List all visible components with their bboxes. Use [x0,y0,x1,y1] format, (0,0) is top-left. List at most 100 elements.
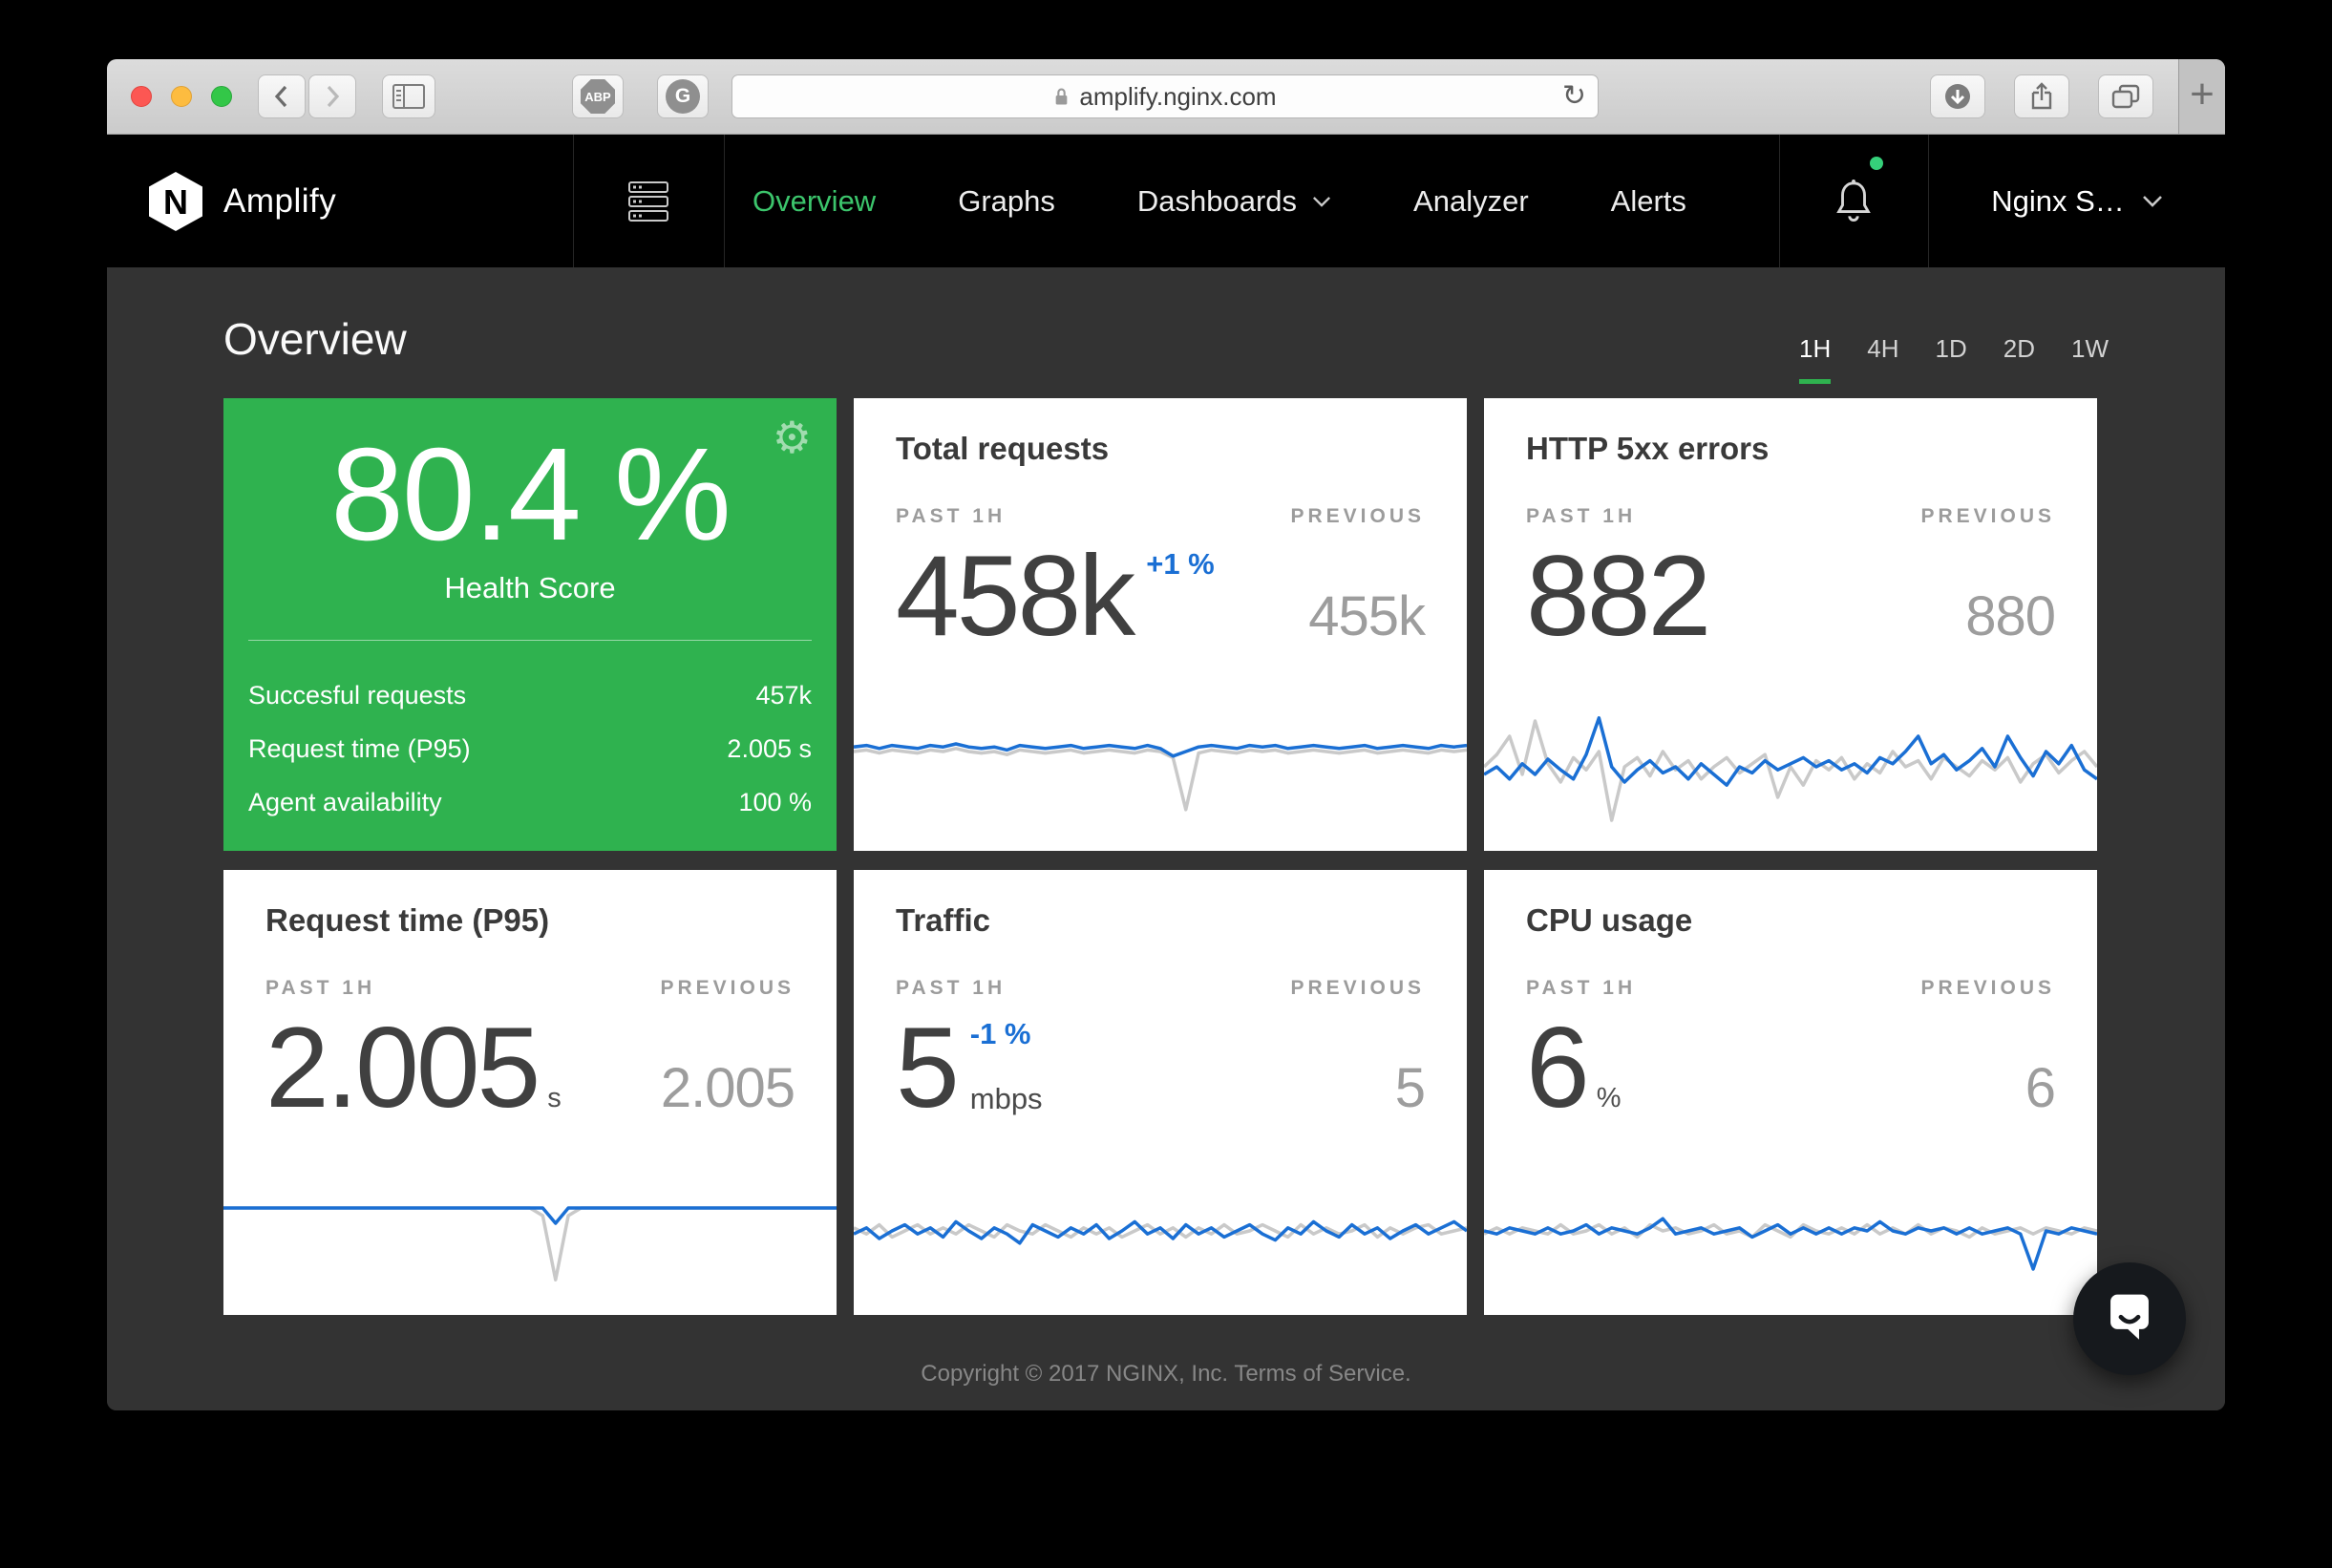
close-window-button[interactable] [131,86,152,107]
terms-of-service-link[interactable]: Terms of Service. [1234,1361,1411,1387]
content: Overview 1H 4H 1D 2D 1W ⚙ 80.4 % Health Scor… [107,267,2225,1410]
time-range-1d[interactable]: 1D [1935,334,1967,363]
total-requests-sparkline [854,690,1467,843]
nav-bar: N Amplify Overview Graphs Dashboards Analyz [107,135,2225,268]
health-score-value: 80.4 % [330,421,731,568]
brand-logo[interactable]: N Amplify [149,135,336,268]
previous-label: PREVIOUS [1920,977,2055,999]
divider [248,639,812,641]
time-range-1h[interactable]: 1H [1799,334,1832,384]
back-button[interactable] [258,74,306,118]
browser-window: ABP G amplify.nginx.com ↻ [107,59,2225,1410]
total-requests-card: Total requests PAST 1H PREVIOUS 458k +1 … [854,398,1467,851]
systems-list-button[interactable] [574,135,723,268]
notifications-button[interactable] [1780,135,1927,268]
chat-bubble-icon [2110,1294,2149,1340]
account-name: Nginx S… [1991,184,2125,218]
footer: Copyright © 2017 NGINX, Inc. Terms of Se… [107,1361,2225,1388]
chevron-down-icon [2142,196,2162,207]
chat-launcher-button[interactable] [2073,1262,2186,1375]
unit-label: % [1596,1083,1622,1114]
brand-name: Amplify [223,182,337,220]
tabs-icon [2111,84,2140,109]
health-metric-value: 100 % [738,787,812,816]
health-metric-label: Succesful requests [248,680,467,710]
chevron-down-icon [1313,196,1331,207]
health-score-card: ⚙ 80.4 % Health Score Succesful requests… [223,398,837,851]
past-label: PAST 1H [1526,505,1637,527]
request-time-sparkline [223,1155,837,1307]
ghostery-extension-button[interactable]: G [657,74,709,118]
chevron-right-icon [327,85,340,108]
card-title: CPU usage [1526,902,1693,938]
nav-item-overview[interactable]: Overview [753,184,877,218]
previous-value: 2.005 [660,1057,795,1119]
browser-toolbar: ABP G amplify.nginx.com ↻ [107,59,2225,135]
chevron-left-icon [274,85,287,108]
page-header: Overview 1H 4H 1D 2D 1W [223,267,2109,398]
minimize-window-button[interactable] [171,86,192,107]
http-5xx-sparkline [1484,690,2097,843]
lock-icon [1056,88,1068,105]
address-bar[interactable]: amplify.nginx.com ↻ [731,74,1599,118]
health-score-rows: Succesful requests 457k Request time (P95)… [248,681,812,817]
adblock-extension-button[interactable]: ABP [572,74,624,118]
share-button[interactable] [2014,74,2069,118]
svg-text:N: N [163,182,188,222]
cpu-usage-card: CPU usage PAST 1H PREVIOUS 6 % 6 [1484,870,2097,1315]
cpu-usage-sparkline [1484,1155,2097,1307]
traffic-card: Traffic PAST 1H PREVIOUS 5 -1 % mbps [854,870,1467,1315]
past-label: PAST 1H [1526,977,1637,999]
nav-divider [724,135,725,268]
nav-menu: Overview Graphs Dashboards Analyzer Alerts [753,135,1686,268]
nav-item-dashboards[interactable]: Dashboards [1137,184,1331,219]
new-tab-button[interactable]: + [2178,59,2225,134]
request-time-card: Request time (P95) PAST 1H PREVIOUS 2.00… [223,870,837,1315]
card-title: Request time (P95) [265,902,550,938]
card-title: HTTP 5xx errors [1526,431,1770,466]
nav-item-alerts[interactable]: Alerts [1610,184,1686,218]
share-icon [2031,82,2052,110]
health-metric-row: Agent availability 100 % [248,788,812,817]
zoom-window-button[interactable] [211,86,232,107]
tab-overview-button[interactable] [2098,74,2153,118]
servers-icon [628,181,668,222]
previous-value: 6 [2025,1057,2056,1119]
time-range-2d[interactable]: 2D [2003,334,2035,363]
copyright-text: Copyright © 2017 NGINX, Inc. [921,1361,1235,1387]
time-range-1w[interactable]: 1W [2071,334,2109,363]
past-label: PAST 1H [896,505,1007,527]
forward-button[interactable] [308,74,356,118]
gear-icon[interactable]: ⚙ [772,413,812,462]
bell-icon [1836,180,1871,222]
previous-value: 880 [1965,585,2056,647]
health-score-label: Health Score [444,570,616,604]
nav-divider [1928,135,1929,268]
past-label: PAST 1H [265,977,376,999]
health-metric-row: Succesful requests 457k [248,681,812,710]
health-metric-label: Agent availability [248,787,442,816]
account-menu[interactable]: Nginx S… [1929,135,2225,268]
nav-item-graphs[interactable]: Graphs [958,184,1055,218]
unit-label: s [547,1083,562,1114]
previous-label: PREVIOUS [1290,505,1425,527]
card-title: Total requests [896,431,1110,466]
downloads-button[interactable] [1930,74,1985,118]
page-title: Overview [223,314,407,364]
previous-label: PREVIOUS [660,977,795,999]
unit-label: mbps [969,1082,1043,1115]
traffic-sparkline [854,1155,1467,1307]
previous-value: 455k [1308,585,1426,647]
time-range-4h[interactable]: 4H [1867,334,1899,363]
sidebar-toggle-button[interactable] [382,74,435,118]
current-value: 5 [896,1004,960,1132]
adblock-icon: ABP [581,79,615,114]
change-badge: +1 % [1146,547,1215,581]
reload-icon[interactable]: ↻ [1561,80,1586,112]
plus-icon: + [2190,71,2215,117]
notification-badge [1870,157,1883,170]
nav-item-analyzer[interactable]: Analyzer [1413,184,1529,218]
ghostery-icon: G [666,79,700,114]
previous-label: PREVIOUS [1290,977,1425,999]
overview-grid: ⚙ 80.4 % Health Score Succesful requests… [223,398,2097,1315]
